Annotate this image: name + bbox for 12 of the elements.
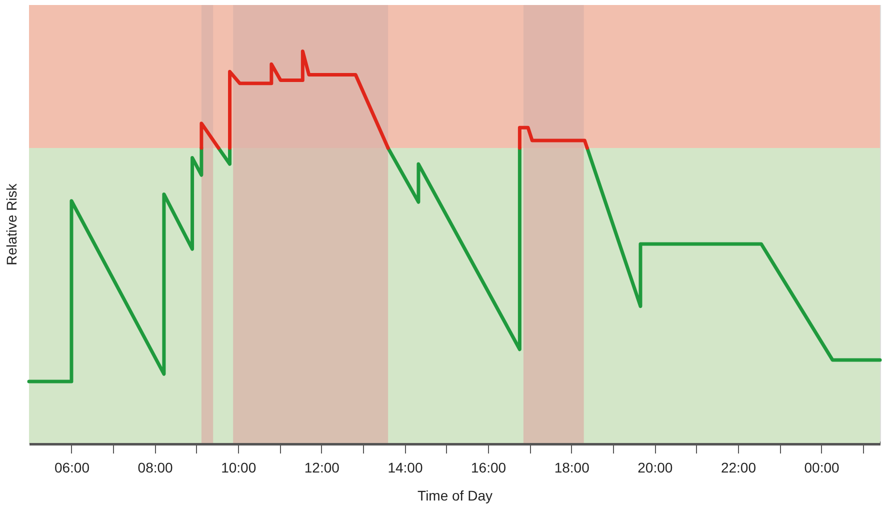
x-axis-title: Time of Day — [418, 488, 492, 504]
x-tick-label: 20:00 — [638, 460, 673, 476]
x-tick-label: 22:00 — [720, 460, 756, 476]
x-tick-label: 14:00 — [388, 460, 423, 476]
x-tick-label: 10:00 — [221, 460, 256, 476]
x-tick-label: 06:00 — [54, 460, 90, 476]
x-tick-label: 08:00 — [138, 460, 174, 476]
x-tick-label: 00:00 — [804, 460, 840, 476]
x-tick-label: 12:00 — [304, 460, 340, 476]
x-tick-label: 18:00 — [554, 460, 590, 476]
y-axis-title: Relative Risk — [4, 182, 20, 266]
x-tick-label: 16:00 — [471, 460, 506, 476]
